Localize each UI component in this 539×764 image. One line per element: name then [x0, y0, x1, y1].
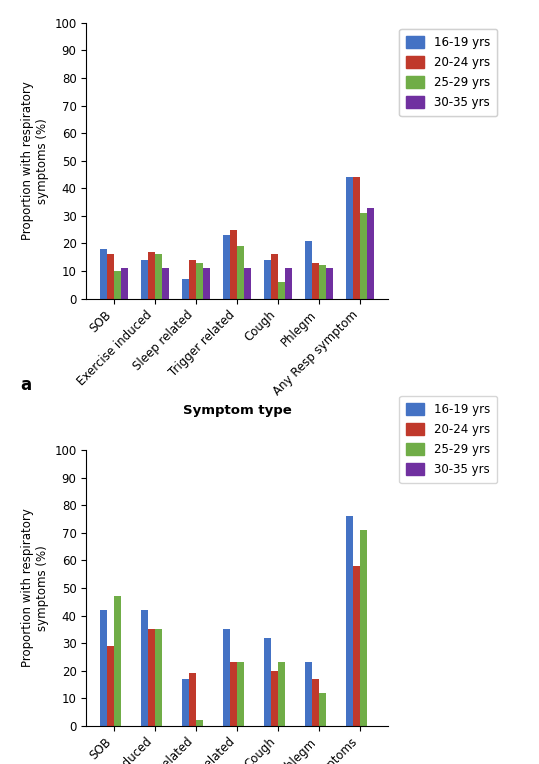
Text: a: a — [20, 376, 31, 393]
Bar — [141, 260, 148, 299]
Bar — [237, 246, 244, 299]
Bar — [326, 268, 333, 299]
Bar — [148, 251, 155, 299]
Bar — [100, 249, 107, 299]
Bar — [114, 596, 121, 726]
Bar — [155, 254, 162, 299]
Bar — [162, 268, 169, 299]
Bar — [271, 671, 278, 726]
Bar — [107, 646, 114, 726]
Bar — [361, 213, 368, 299]
Bar — [271, 254, 278, 299]
Bar — [107, 254, 114, 299]
Bar — [368, 208, 375, 299]
Bar — [100, 610, 107, 726]
X-axis label: Symptom type: Symptom type — [183, 403, 292, 416]
Bar — [148, 630, 155, 726]
Bar — [230, 662, 237, 726]
Bar — [285, 268, 292, 299]
Bar — [278, 282, 285, 299]
Y-axis label: Proportion with respiratory
symptoms (%): Proportion with respiratory symptoms (%) — [20, 509, 49, 668]
Bar — [264, 638, 271, 726]
Bar — [223, 630, 230, 726]
Bar — [223, 235, 230, 299]
Bar — [182, 280, 189, 299]
Bar — [203, 268, 210, 299]
Bar — [121, 268, 128, 299]
Bar — [189, 260, 196, 299]
Bar — [189, 673, 196, 726]
Bar — [196, 720, 203, 726]
Bar — [230, 230, 237, 299]
Bar — [278, 662, 285, 726]
Bar — [306, 241, 312, 299]
Bar — [319, 693, 326, 726]
Bar — [264, 260, 271, 299]
Y-axis label: Proportion with respiratory
symptoms (%): Proportion with respiratory symptoms (%) — [20, 81, 49, 240]
Bar — [182, 679, 189, 726]
Bar — [237, 662, 244, 726]
Bar — [114, 271, 121, 299]
Bar — [312, 263, 319, 299]
Bar — [354, 566, 361, 726]
Bar — [354, 177, 361, 299]
Bar — [196, 263, 203, 299]
Bar — [361, 530, 368, 726]
Bar — [347, 177, 354, 299]
Legend: 16-19 yrs, 20-24 yrs, 25-29 yrs, 30-35 yrs: 16-19 yrs, 20-24 yrs, 25-29 yrs, 30-35 y… — [399, 29, 497, 116]
Bar — [155, 630, 162, 726]
Bar — [347, 516, 354, 726]
Bar — [312, 679, 319, 726]
Bar — [244, 268, 251, 299]
Bar — [319, 265, 326, 299]
Legend: 16-19 yrs, 20-24 yrs, 25-29 yrs, 30-35 yrs: 16-19 yrs, 20-24 yrs, 25-29 yrs, 30-35 y… — [399, 396, 497, 483]
Bar — [306, 662, 312, 726]
Bar — [141, 610, 148, 726]
